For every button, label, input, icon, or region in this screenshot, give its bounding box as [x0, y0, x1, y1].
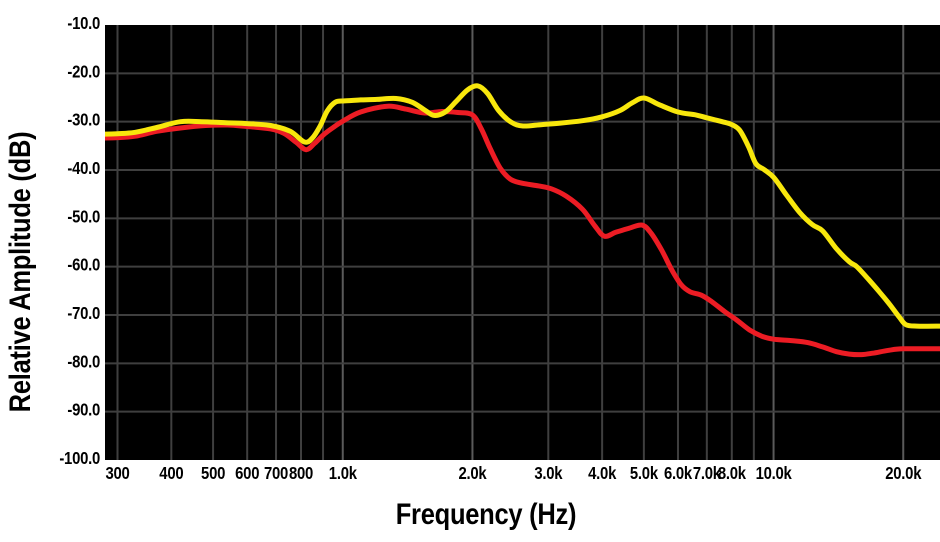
x-tick-label: 20.0k [885, 464, 922, 483]
x-tick-label: 5.0k [630, 464, 659, 483]
yellow-trace [105, 83, 940, 329]
x-axis-title: Frequency (Hz) [396, 497, 577, 530]
x-tick-label: 4.0k [588, 464, 617, 483]
x-tick-label: 2.0k [458, 464, 487, 483]
red-trace [105, 103, 940, 358]
x-tick-label: 600 [235, 464, 259, 483]
traces-group [105, 83, 940, 358]
y-tick-label: -80.0 [67, 352, 100, 371]
y-tick-label: -60.0 [67, 256, 100, 275]
y-tick-label: -10.0 [67, 14, 100, 33]
x-tick-label: 7.0k [693, 464, 722, 483]
x-tick-label: 10.0k [756, 464, 793, 483]
x-tick-label: 500 [201, 464, 225, 483]
y-tick-label: -70.0 [67, 304, 100, 323]
y-axis-title: Relative Amplitude (dB) [3, 132, 36, 413]
x-tick-label: 3.0k [534, 464, 563, 483]
x-tick-label: 8.0k [718, 464, 747, 483]
y-tick-label: -100.0 [59, 449, 100, 468]
x-tick-label: 800 [289, 464, 313, 483]
y-tick-label: -30.0 [67, 111, 100, 130]
x-tick-label: 300 [105, 464, 129, 483]
y-tick-label: -40.0 [67, 159, 100, 178]
x-tick-label: 400 [159, 464, 183, 483]
y-tick-label: -20.0 [67, 62, 100, 81]
y-tick-label: -50.0 [67, 207, 100, 226]
x-tick-label: 700 [264, 464, 288, 483]
x-tick-label: 1.0k [329, 464, 358, 483]
plot-area [105, 25, 940, 460]
y-tick-label: -90.0 [67, 401, 100, 420]
x-tick-label: 6.0k [664, 464, 693, 483]
